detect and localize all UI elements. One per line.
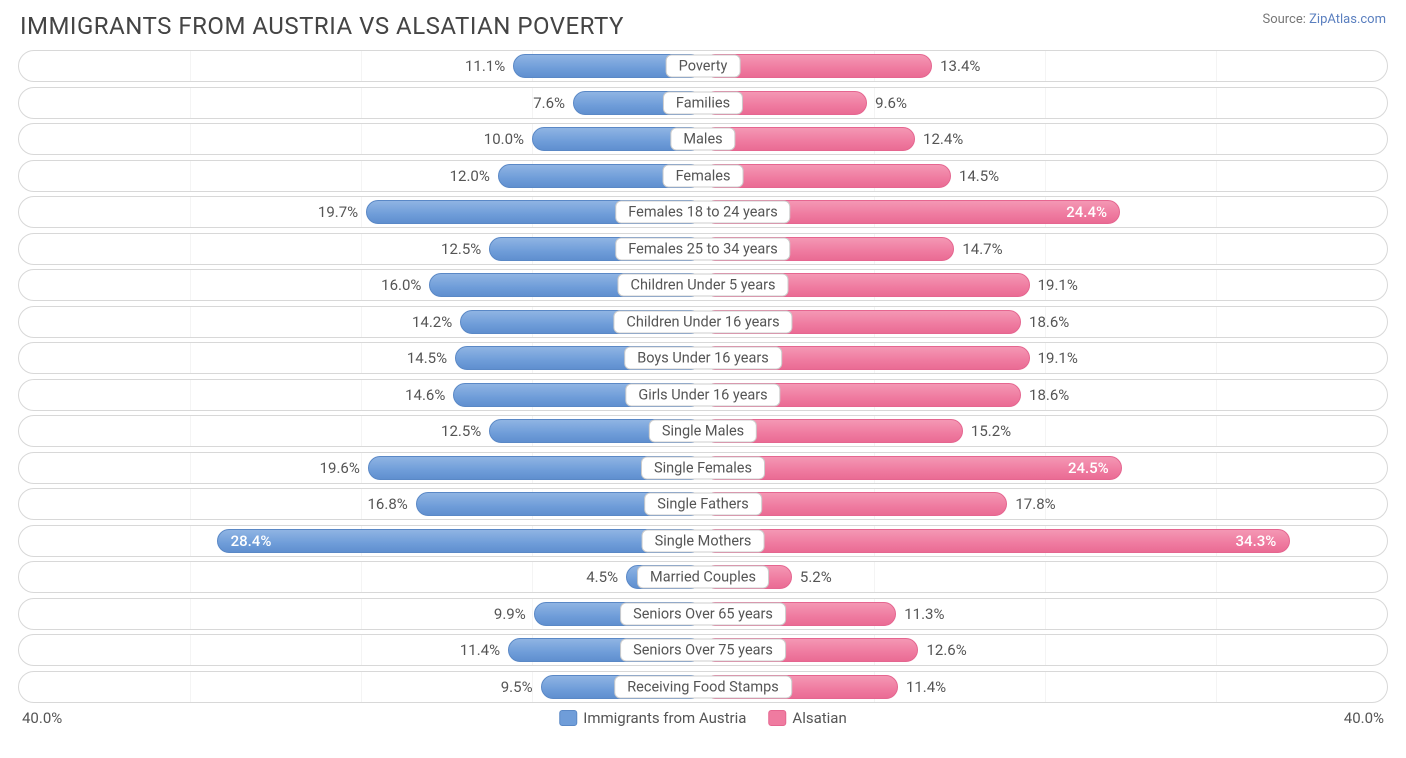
value-left: 16.0% [381, 276, 421, 294]
bar-right [703, 529, 1290, 553]
value-left: 12.5% [441, 240, 481, 258]
axis-max-right: 40.0% [1344, 709, 1384, 727]
value-right: 19.1% [1038, 349, 1078, 367]
value-left: 12.0% [450, 167, 490, 185]
value-left: 7.6% [533, 94, 565, 112]
category-label: Single Fathers [644, 493, 762, 516]
value-right: 18.6% [1029, 386, 1069, 404]
legend-swatch-pink [768, 710, 786, 726]
value-left: 14.5% [407, 349, 447, 367]
category-label: Children Under 16 years [613, 310, 792, 333]
bar-left [217, 529, 703, 553]
chart-row: 12.0% 14.5% Females [18, 160, 1388, 192]
value-left: 11.4% [460, 641, 500, 659]
bar-right [703, 456, 1122, 480]
legend-item-left: Immigrants from Austria [559, 709, 746, 727]
value-left: 16.8% [368, 495, 408, 513]
value-right: 15.2% [971, 422, 1011, 440]
chart-row: 16.8% 17.8% Single Fathers [18, 488, 1388, 520]
value-right: 24.4% [1066, 203, 1107, 221]
category-label: Females 25 to 34 years [615, 237, 790, 260]
value-left: 9.9% [494, 605, 526, 623]
value-right: 17.8% [1015, 495, 1055, 513]
chart-row: 4.5% 5.2% Married Couples [18, 561, 1388, 593]
value-left: 19.7% [318, 203, 358, 221]
value-right: 19.1% [1038, 276, 1078, 294]
value-left: 9.5% [501, 678, 533, 696]
category-label: Single Males [649, 420, 757, 443]
chart-row: 12.5% 14.7% Females 25 to 34 years [18, 233, 1388, 265]
value-right: 14.5% [959, 167, 999, 185]
category-label: Married Couples [637, 566, 769, 589]
value-left: 19.6% [320, 459, 360, 477]
category-label: Single Females [641, 456, 765, 479]
axis-max-left: 40.0% [22, 709, 62, 727]
value-right: 5.2% [800, 568, 832, 586]
value-left: 12.5% [441, 422, 481, 440]
chart-row: 7.6% 9.6% Families [18, 87, 1388, 119]
chart-row: 28.4% 34.3% Single Mothers [18, 525, 1388, 557]
chart-row: 10.0% 12.4% Males [18, 123, 1388, 155]
value-right: 34.3% [1236, 532, 1277, 550]
value-right: 12.4% [923, 130, 963, 148]
value-left: 11.1% [465, 57, 505, 75]
value-left: 28.4% [231, 532, 272, 550]
value-right: 12.6% [926, 641, 966, 659]
category-label: Receiving Food Stamps [614, 675, 792, 698]
category-label: Single Mothers [642, 529, 765, 552]
category-label: Children Under 5 years [618, 274, 789, 297]
value-right: 13.4% [940, 57, 980, 75]
category-label: Females 18 to 24 years [615, 201, 790, 224]
value-right: 18.6% [1029, 313, 1069, 331]
value-left: 10.0% [484, 130, 524, 148]
source-prefix: Source: [1262, 12, 1309, 27]
category-label: Seniors Over 75 years [620, 639, 786, 662]
value-left: 4.5% [586, 568, 618, 586]
chart-footer: 40.0% Immigrants from Austria Alsatian 4… [0, 707, 1406, 735]
category-label: Females [663, 164, 744, 187]
chart-row: 14.2% 18.6% Children Under 16 years [18, 306, 1388, 338]
chart-title: IMMIGRANTS FROM AUSTRIA VS ALSATIAN POVE… [20, 12, 624, 40]
source-link[interactable]: ZipAtlas.com [1309, 12, 1386, 27]
chart-row: 14.5% 19.1% Boys Under 16 years [18, 342, 1388, 374]
value-left: 14.2% [412, 313, 452, 331]
chart-row: 11.1% 13.4% Poverty [18, 50, 1388, 82]
value-right: 24.5% [1068, 459, 1109, 477]
chart-row: 19.6% 24.5% Single Females [18, 452, 1388, 484]
chart-row: 9.9% 11.3% Seniors Over 65 years [18, 598, 1388, 630]
category-label: Boys Under 16 years [624, 347, 782, 370]
legend-label-left: Immigrants from Austria [583, 709, 746, 727]
chart-row: 19.7% 24.4% Females 18 to 24 years [18, 196, 1388, 228]
value-right: 11.4% [906, 678, 946, 696]
value-right: 9.6% [875, 94, 907, 112]
legend-label-right: Alsatian [792, 709, 846, 727]
source-attribution: Source: ZipAtlas.com [1262, 12, 1386, 27]
value-right: 14.7% [962, 240, 1002, 258]
value-right: 11.3% [904, 605, 944, 623]
category-label: Families [663, 91, 743, 114]
legend-item-right: Alsatian [768, 709, 846, 727]
legend: Immigrants from Austria Alsatian [559, 709, 847, 727]
legend-swatch-blue [559, 710, 577, 726]
category-label: Seniors Over 65 years [620, 602, 786, 625]
diverging-bar-chart: 11.1% 13.4% Poverty 7.6% 9.6% Families 10.0% 12… [0, 46, 1406, 703]
chart-header: IMMIGRANTS FROM AUSTRIA VS ALSATIAN POVE… [0, 0, 1406, 46]
category-label: Males [670, 128, 735, 151]
chart-row: 11.4% 12.6% Seniors Over 75 years [18, 634, 1388, 666]
chart-row: 12.5% 15.2% Single Males [18, 415, 1388, 447]
chart-row: 9.5% 11.4% Receiving Food Stamps [18, 671, 1388, 703]
chart-row: 16.0% 19.1% Children Under 5 years [18, 269, 1388, 301]
category-label: Girls Under 16 years [625, 383, 780, 406]
category-label: Poverty [666, 55, 741, 78]
value-left: 14.6% [405, 386, 445, 404]
chart-row: 14.6% 18.6% Girls Under 16 years [18, 379, 1388, 411]
